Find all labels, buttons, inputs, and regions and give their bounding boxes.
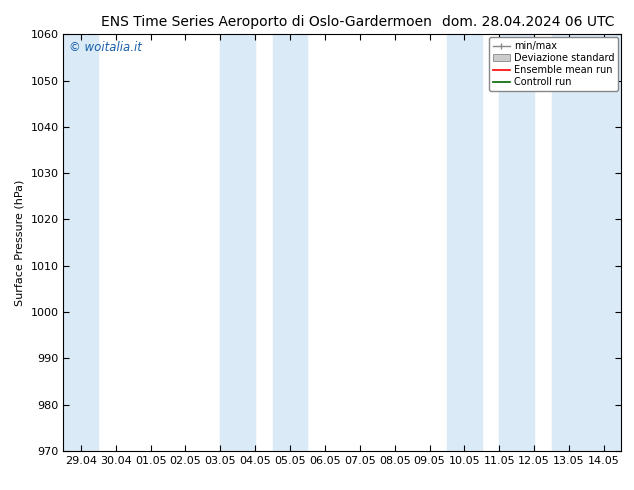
Text: ENS Time Series Aeroporto di Oslo-Gardermoen: ENS Time Series Aeroporto di Oslo-Garder… (101, 15, 432, 29)
Bar (500, 34, 534, 451)
Text: © woitalia.it: © woitalia.it (69, 41, 142, 53)
Bar (273, 34, 307, 451)
Bar (447, 34, 482, 451)
Legend: min/max, Deviazione standard, Ensemble mean run, Controll run: min/max, Deviazione standard, Ensemble m… (489, 37, 618, 91)
Y-axis label: Surface Pressure (hPa): Surface Pressure (hPa) (15, 179, 25, 306)
Text: dom. 28.04.2024 06 UTC: dom. 28.04.2024 06 UTC (443, 15, 615, 29)
Bar (63, 34, 98, 451)
Bar (552, 34, 621, 451)
Bar (221, 34, 255, 451)
